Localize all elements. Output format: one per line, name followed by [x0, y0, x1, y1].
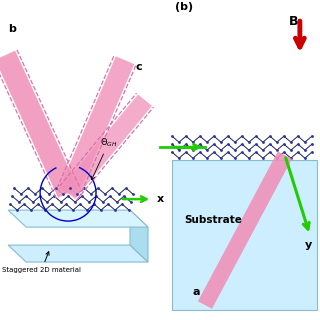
Text: (b): (b): [175, 2, 193, 12]
Polygon shape: [61, 94, 152, 199]
Text: c: c: [135, 62, 142, 72]
Polygon shape: [59, 56, 134, 197]
Text: x: x: [157, 194, 164, 204]
Polygon shape: [8, 245, 148, 262]
Text: $\Theta_{GH}$: $\Theta_{GH}$: [92, 136, 117, 180]
Polygon shape: [198, 151, 292, 309]
Text: b: b: [8, 24, 16, 34]
Text: Staggered 2D material: Staggered 2D material: [2, 252, 81, 273]
Polygon shape: [0, 51, 78, 198]
Text: a: a: [193, 287, 200, 297]
Text: B: B: [289, 15, 298, 28]
Text: Substrate: Substrate: [184, 215, 242, 225]
Bar: [172, 160, 317, 310]
Polygon shape: [8, 210, 148, 227]
Polygon shape: [130, 210, 148, 262]
Text: y: y: [305, 240, 312, 250]
